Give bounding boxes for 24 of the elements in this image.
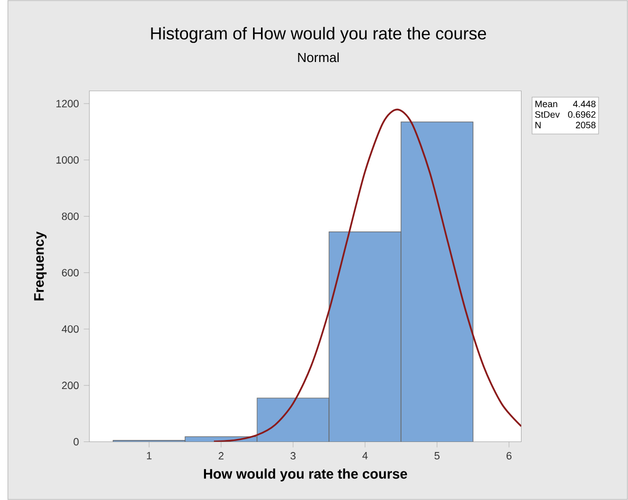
x-tick-label: 6 [506,452,512,460]
text: StDev [535,111,560,118]
x-axis-title: How would you rate the course [204,468,408,482]
text: Mean [535,100,558,108]
line-series [213,108,522,442]
chart-title: Histogram of How would you rate the course [151,26,486,43]
text: 2058 [576,122,596,128]
y-tick-label: 1000 [56,156,79,164]
text: 4.448 [573,100,596,108]
x-tick-label: 1 [146,452,152,460]
x-tick-label: 2 [218,452,224,460]
text: 0.6962 [568,111,596,118]
y-tick-label: 200 [62,382,79,390]
y-axis-title: Frequency [34,231,47,300]
text: N [535,122,541,128]
y-tick-label: 400 [62,325,79,333]
x-tick-label: 5 [434,452,440,460]
x-tick-label: 4 [362,452,368,460]
y-tick-label: 600 [62,268,79,276]
y-tick-label: 0 [74,438,79,446]
y-tick-label: 1200 [56,100,79,108]
x-tick-label: 3 [290,452,296,460]
chart-subtitle: Normal [298,52,339,62]
y-tick-label: 800 [62,212,79,220]
